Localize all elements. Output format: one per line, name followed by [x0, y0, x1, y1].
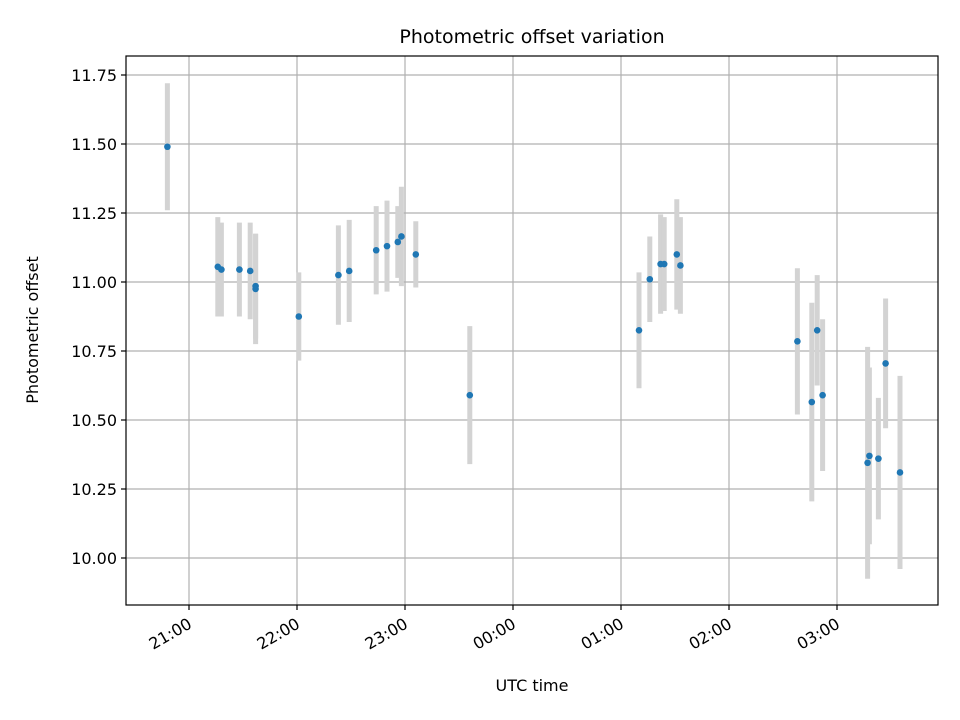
- x-axis-label: UTC time: [496, 676, 569, 695]
- data-point: [252, 285, 259, 293]
- y-tick-label: 11.00: [71, 273, 117, 292]
- data-point: [677, 262, 684, 269]
- data-point: [398, 233, 405, 240]
- data-point: [236, 266, 243, 273]
- plot-frame: [125, 55, 939, 606]
- data-point: [466, 391, 474, 399]
- y-tick-label: 10.25: [71, 480, 117, 499]
- data-point: [673, 251, 681, 258]
- data-point: [864, 459, 871, 467]
- data-point: [383, 242, 391, 250]
- data-point: [345, 267, 353, 275]
- y-tick-label: 10.50: [71, 411, 117, 430]
- data-point: [295, 313, 303, 320]
- data-point: [866, 452, 873, 460]
- data-point: [372, 246, 380, 254]
- data-point: [808, 398, 816, 406]
- data-point: [794, 338, 801, 345]
- y-axis-label: Photometric offset: [23, 256, 42, 404]
- y-tick-label: 11.50: [71, 135, 117, 154]
- data-point: [218, 266, 225, 273]
- data-point: [896, 469, 904, 476]
- data-point: [394, 238, 402, 246]
- data-point: [660, 260, 668, 268]
- grid: [126, 56, 938, 605]
- y-tick-label: 10.75: [71, 342, 117, 361]
- y-tick-label: 10.00: [71, 549, 117, 568]
- data-point: [164, 143, 171, 151]
- data-point: [412, 251, 420, 258]
- data-point: [335, 271, 342, 279]
- chart-title: Photometric offset variation: [399, 26, 664, 48]
- data-point: [819, 391, 826, 399]
- data-points: [164, 143, 904, 476]
- data-point: [875, 455, 882, 462]
- data-point: [246, 267, 254, 275]
- data-point: [635, 327, 643, 334]
- data-point: [813, 327, 821, 334]
- data-point: [882, 360, 889, 367]
- y-axis: 10.00 10.25 10.50 10.75 11.00 11.25 11.50 11.75: [71, 66, 126, 568]
- data-point: [646, 275, 654, 283]
- y-tick-label: 11.25: [71, 204, 117, 223]
- y-tick-label: 11.75: [71, 66, 117, 85]
